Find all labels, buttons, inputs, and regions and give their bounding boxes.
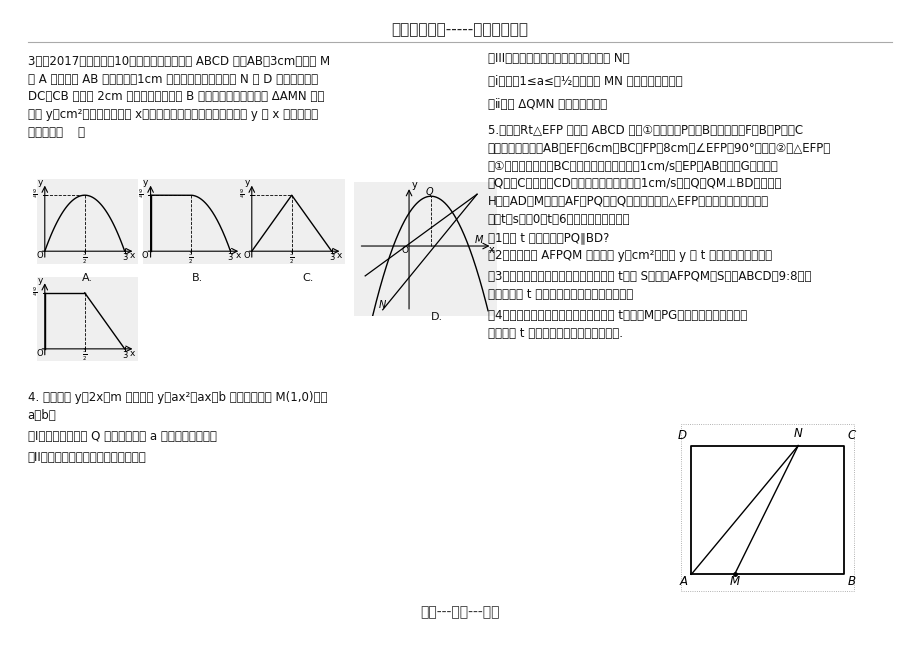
Text: D.: D.: [430, 312, 443, 322]
Text: $\frac{9}{4}$: $\frac{9}{4}$: [239, 188, 244, 202]
Text: 3: 3: [228, 253, 233, 262]
Text: B.: B.: [192, 273, 203, 283]
Text: y: y: [411, 180, 416, 190]
Text: O: O: [36, 349, 42, 358]
Text: y: y: [143, 178, 148, 187]
Text: （III）直线与抛物线的另一个交点记为 N．: （III）直线与抛物线的另一个交点记为 N．: [487, 52, 629, 65]
Text: 专心---专注---专业: 专心---专注---专业: [420, 605, 499, 619]
Text: 积为 y（cm²），运动时间为 x（秒），则下列图象中能大致反映 y 与 x 之间的函数: 积为 y（cm²），运动时间为 x（秒），则下列图象中能大致反映 y 与 x 之…: [28, 108, 317, 121]
Text: D: D: [677, 429, 686, 442]
Text: N: N: [378, 299, 385, 310]
Text: 3: 3: [329, 253, 334, 262]
Text: $\frac{9}{4}$: $\frac{9}{4}$: [32, 188, 38, 202]
Text: x: x: [130, 251, 135, 260]
Text: M: M: [474, 235, 482, 245]
Text: 5.已知：Rt△EFP 和矩形 ABCD 如图①摆放（点P与点B重合），点F、B（P）、C: 5.已知：Rt△EFP 和矩形 ABCD 如图①摆放（点P与点B重合），点F、B…: [487, 124, 802, 137]
Text: 精选优质文档-----倾情为你奉上: 精选优质文档-----倾情为你奉上: [391, 21, 528, 37]
Text: （2）设五边形 AFPQM 的面积为 y（cm²），求 y 与 t 之间的函数关系式；: （2）设五边形 AFPQM 的面积为 y（cm²），求 y 与 t 之间的函数关…: [487, 249, 771, 262]
Text: H，交AD于M，连接AF、PQ．当Q停止运动时，△EFP也停止运动．设运动时: H，交AD于M，连接AF、PQ．当Q停止运动时，△EFP也停止运动．设运动时: [487, 195, 768, 208]
Text: 在同一条直线上，AB＝EF＝6cm，BC＝FP＝8cm，∠EFP＝90°。如图②，△EFP从: 在同一条直线上，AB＝EF＝6cm，BC＝FP＝8cm，∠EFP＝90°。如图②…: [487, 142, 830, 155]
Text: O: O: [401, 246, 408, 255]
Text: $\frac{3}{2}$: $\frac{3}{2}$: [289, 249, 294, 266]
Text: N: N: [793, 427, 801, 440]
Text: $\frac{9}{4}$: $\frac{9}{4}$: [138, 188, 143, 202]
Text: 4. 已知直线 y＝2x＋m 与抛物线 y＝ax²＋ax＋b 有一个公共点 M(1,0)，且: 4. 已知直线 y＝2x＋m 与抛物线 y＝ax²＋ax＋b 有一个公共点 M(…: [28, 391, 327, 404]
Text: （4）在运动过程中，是否存在某一时刻 t，使点M在PG的垂直平分线上？若存: （4）在运动过程中，是否存在某一时刻 t，使点M在PG的垂直平分线上？若存: [487, 309, 746, 322]
Text: 间为t（s）（0＜t＜6），解答下列问题：: 间为t（s）（0＜t＜6），解答下列问题：: [487, 213, 630, 226]
Text: O: O: [142, 251, 148, 260]
Text: C.: C.: [302, 273, 313, 283]
Text: （II）说明直线与抛物线有两个交点；: （II）说明直线与抛物线有两个交点；: [28, 450, 146, 464]
Text: y: y: [38, 276, 42, 285]
Text: 点Q从点C出发，沿CD方向匀速运动，速度为1cm/s．过Q作QM⊥BD，垂足为: 点Q从点C出发，沿CD方向匀速运动，速度为1cm/s．过Q作QM⊥BD，垂足为: [487, 177, 781, 190]
Text: （I）求抛物线顶点 Q 的坐标（用含 a 的代数式表示）；: （I）求抛物线顶点 Q 的坐标（用含 a 的代数式表示）；: [28, 430, 216, 443]
Text: x: x: [130, 349, 135, 358]
Text: $\frac{3}{2}$: $\frac{3}{2}$: [82, 249, 87, 266]
Text: （3）在运动过程中，是否存在某一时刻 t，使 S五边形AFPQM：S矩形ABCD＝9:8？若: （3）在运动过程中，是否存在某一时刻 t，使 S五边形AFPQM：S矩形ABCD…: [487, 270, 811, 283]
Text: M: M: [729, 575, 739, 588]
Text: C: C: [846, 429, 855, 442]
Text: y: y: [244, 178, 249, 187]
Text: 关系的是（    ）: 关系的是（ ）: [28, 126, 85, 139]
Text: A.: A.: [82, 273, 93, 283]
Text: Q: Q: [425, 187, 433, 197]
Text: DC－CB 以每秒 2cm 的速度运动，到达 B 点时运动同时停止，设 ΔAMN 的面: DC－CB 以每秒 2cm 的速度运动，到达 B 点时运动同时停止，设 ΔAMN…: [28, 90, 323, 104]
Text: O: O: [36, 251, 42, 260]
Text: （ⅰ）若－1≤a≤－½，求线段 MN 长度的取值范围；: （ⅰ）若－1≤a≤－½，求线段 MN 长度的取值范围；: [487, 75, 682, 88]
Text: 在，求出 t 的值；若不存在，请说明理由.: 在，求出 t 的值；若不存在，请说明理由.: [487, 327, 622, 340]
Text: A: A: [679, 575, 687, 588]
Text: （1）当 t 为何值时，PQ∥BD?: （1）当 t 为何值时，PQ∥BD?: [487, 231, 608, 244]
Text: 存在，求出 t 的值；若不存在，请说明理由；: 存在，求出 t 的值；若不存在，请说明理由；: [487, 288, 632, 301]
Text: a＜b．: a＜b．: [28, 409, 56, 422]
Text: 图①的位置出发，沿BC方向匀速运动，速度为1cm/s；EP与AB交于点G．同时，: 图①的位置出发，沿BC方向匀速运动，速度为1cm/s；EP与AB交于点G．同时，: [487, 159, 777, 173]
Text: x: x: [235, 251, 241, 260]
Text: O: O: [243, 251, 249, 260]
Text: x: x: [336, 251, 342, 260]
Text: 3．（2017青海西宁第10题）如图，在正方形 ABCD 中，AB＝3cm，动点 M: 3．（2017青海西宁第10题）如图，在正方形 ABCD 中，AB＝3cm，动点…: [28, 55, 329, 68]
Text: $\frac{9}{4}$: $\frac{9}{4}$: [32, 286, 38, 300]
Text: 3: 3: [122, 351, 127, 359]
Text: y: y: [38, 178, 42, 187]
Text: B: B: [846, 575, 855, 588]
Text: 自 A 点出发沿 AB 方向以每秒1cm 的速度运动，同时动点 N 自 D 点出发沿折线: 自 A 点出发沿 AB 方向以每秒1cm 的速度运动，同时动点 N 自 D 点出…: [28, 73, 317, 86]
Text: （ⅱ）求 ΔQMN 面积的最小值．: （ⅱ）求 ΔQMN 面积的最小值．: [487, 98, 606, 111]
Text: $\frac{3}{2}$: $\frac{3}{2}$: [82, 347, 87, 363]
Text: $\frac{3}{2}$: $\frac{3}{2}$: [187, 249, 193, 266]
Text: 3: 3: [122, 253, 127, 262]
Text: x: x: [489, 245, 494, 255]
